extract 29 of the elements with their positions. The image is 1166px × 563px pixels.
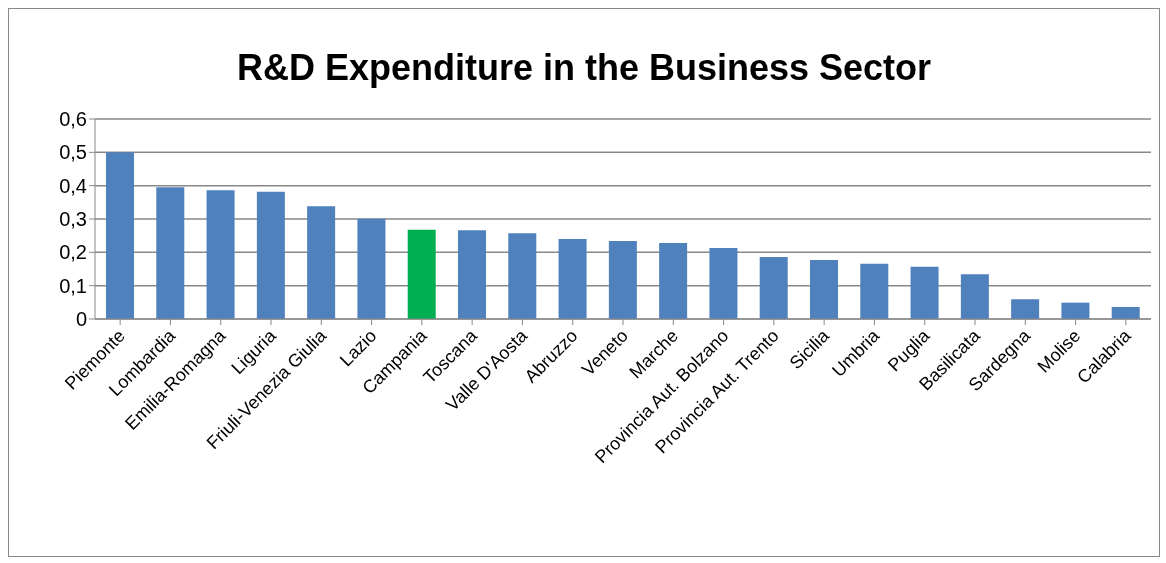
bar — [307, 206, 336, 319]
bar — [608, 241, 637, 319]
bar — [1011, 299, 1040, 319]
bar — [910, 266, 939, 319]
bar — [156, 187, 185, 319]
bar — [759, 257, 788, 319]
y-tick-label: 0,6 — [59, 108, 87, 131]
chart-title: R&D Expenditure in the Business Sector — [235, 47, 933, 89]
y-tick-label: 0,2 — [59, 241, 87, 264]
bar — [508, 233, 537, 319]
bar — [1111, 307, 1140, 319]
bar — [860, 263, 889, 319]
bar — [960, 274, 989, 319]
bar — [407, 229, 436, 319]
bar — [106, 152, 134, 319]
y-tick-label: 0,5 — [59, 141, 87, 164]
y-tick-label: 0 — [75, 308, 87, 331]
bar — [1061, 302, 1090, 319]
y-tick-label: 0,3 — [59, 208, 87, 231]
bar — [256, 191, 285, 319]
bar — [206, 190, 235, 319]
bar — [659, 243, 688, 319]
bar — [357, 218, 386, 319]
bar — [709, 248, 738, 319]
bar — [558, 239, 587, 319]
y-tick-label: 0,1 — [59, 274, 87, 297]
bar — [458, 230, 486, 319]
bar — [810, 260, 838, 319]
y-tick-label: 0,4 — [59, 174, 87, 197]
